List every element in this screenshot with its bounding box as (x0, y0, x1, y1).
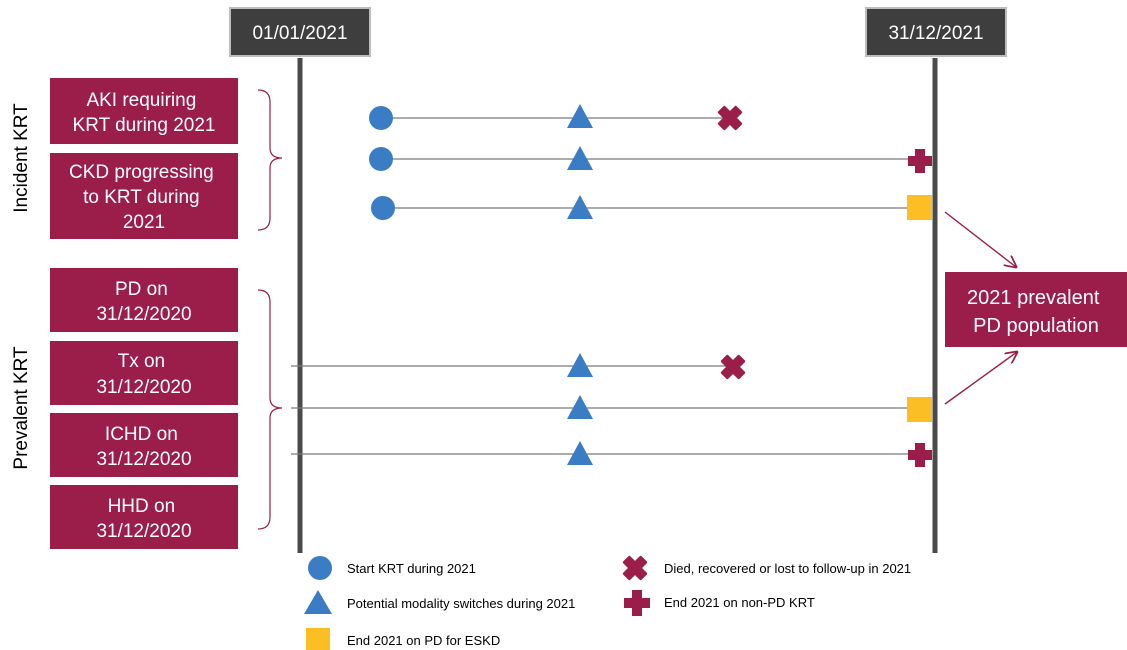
pd-square-marker (907, 195, 932, 220)
arrow-upper (944, 211, 1016, 267)
box-pd: PD on 31/12/2020 (50, 268, 238, 332)
legend-death-label: Died, recovered or lost to follow-up in … (664, 561, 911, 576)
outcome-box: 2021 prevalent PD population (945, 272, 1127, 347)
legend-end-pd-label: End 2021 on PD for ESKD (347, 633, 500, 648)
legend-pd-square-icon (306, 628, 330, 650)
legend: Start KRT during 2021 Potential modality… (304, 555, 911, 650)
switch-triangle-marker (567, 104, 593, 128)
box-tx: Tx on 31/12/2020 (50, 341, 238, 405)
start-circle-marker (369, 106, 393, 130)
incident-brace (257, 89, 283, 231)
legend-start-label: Start KRT during 2021 (347, 561, 476, 576)
death-x-marker (720, 354, 746, 380)
legend-non-pd-label: End 2021 on non-PD KRT (664, 595, 815, 610)
legend-start-circle-icon (308, 556, 332, 580)
non-pd-plus-marker (908, 443, 932, 467)
switch-triangle-marker (567, 146, 593, 170)
prevalent-krt-label: Prevalent KRT (11, 346, 32, 470)
box-ichd-text: ICHD on 31/12/2020 (96, 424, 191, 470)
pd-square-marker (907, 397, 932, 422)
prevalent-brace (257, 289, 283, 530)
box-ichd: ICHD on 31/12/2020 (50, 413, 238, 477)
box-hhd-text: HHD on 31/12/2020 (96, 496, 191, 542)
box-ckd-text: CKD progressing to KRT during 2021 (69, 162, 219, 233)
arrow-lower (944, 352, 1017, 405)
legend-switch-label: Potential modality switches during 2021 (347, 596, 575, 611)
legend-death-x-icon (622, 555, 648, 581)
switch-triangle-marker (567, 353, 593, 377)
switch-triangle-marker (567, 395, 593, 419)
legend-switch-triangle-icon (304, 590, 332, 614)
box-pd-text: PD on 31/12/2020 (96, 279, 191, 325)
box-aki-text: AKI requiring KRT during 2021 (73, 90, 216, 136)
start-circle-marker (369, 147, 393, 171)
box-hhd: HHD on 31/12/2020 (50, 485, 238, 549)
legend-non-pd-plus-icon (624, 590, 650, 616)
date-end-label: 31/12/2021 (888, 23, 983, 44)
incident-krt-label: Incident KRT (11, 103, 32, 213)
box-ckd: CKD progressing to KRT during 2021 (50, 153, 238, 239)
start-circle-marker (371, 196, 395, 220)
death-x-marker (717, 105, 743, 131)
box-tx-text: Tx on 31/12/2020 (96, 351, 191, 398)
date-start-label: 01/01/2021 (252, 23, 347, 44)
switch-triangle-marker (567, 195, 593, 219)
outcome-box-text: 2021 prevalent PD population (967, 287, 1105, 337)
date-box-start: 01/01/2021 (229, 7, 371, 57)
date-box-end: 31/12/2021 (865, 7, 1007, 57)
box-aki: AKI requiring KRT during 2021 (50, 78, 238, 144)
non-pd-plus-marker (908, 149, 932, 173)
switch-triangle-marker (567, 441, 593, 465)
